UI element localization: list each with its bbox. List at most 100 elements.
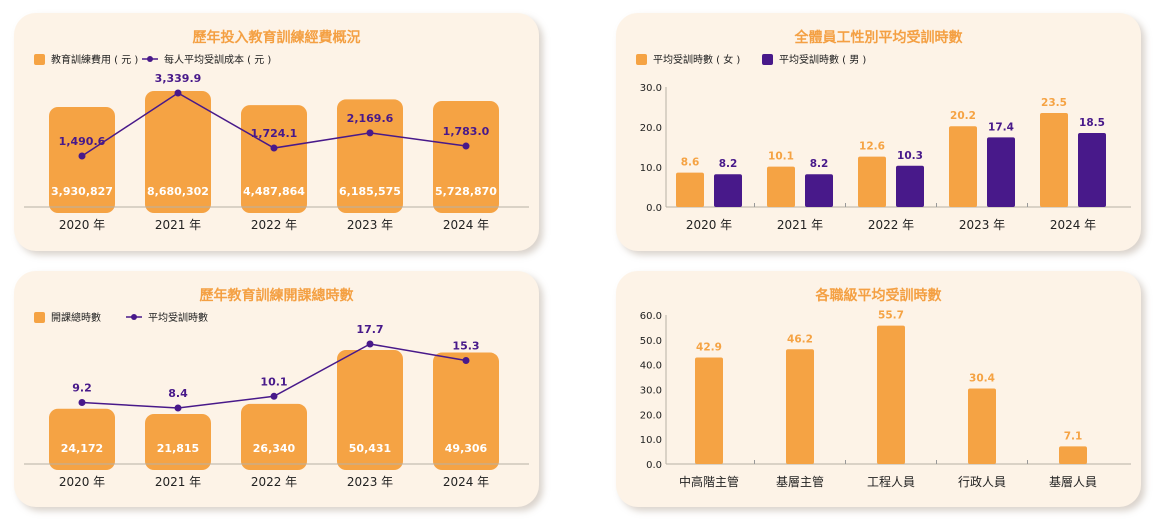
line-value-label: 2,169.6	[347, 112, 394, 125]
chart-card-training-budget: 歷年投入教育訓練經費概況 教育訓練費用 ( 元 ) 每人平均受訓成本 ( 元 ) 3…	[14, 13, 539, 251]
bar	[714, 174, 742, 207]
bar-value-label: 55.7	[878, 310, 904, 322]
chart-gender-hours: 平均受訓時數 ( 女 ) 平均受訓時數 ( 男 ) 0.0 10.0 20.0 30.0 8…	[636, 53, 1131, 232]
bar	[949, 126, 977, 207]
legend-bar-swatch	[34, 312, 45, 323]
bar-value-label: 4,487,864	[243, 185, 305, 198]
bar-value-label: 17.4	[988, 121, 1014, 133]
bar-value-label: 42.9	[696, 341, 722, 353]
bar	[695, 357, 723, 464]
bar	[786, 349, 814, 464]
y-tick-label: 60.0	[640, 311, 662, 322]
line-point	[78, 152, 86, 160]
bar-value-label: 30.4	[969, 373, 995, 385]
y-tick-label: 40.0	[640, 361, 662, 372]
legend-line-marker	[147, 56, 153, 62]
bar	[49, 107, 115, 213]
y-tick-label: 10.0	[640, 435, 662, 446]
line-value-label: 9.2	[72, 381, 92, 394]
line-value-label: 10.1	[260, 375, 287, 388]
chart-card-rank-hours: 各職級平均受訓時數 0.0 10.0 20.0 30.0 40.0 50.0 60.0 42.…	[616, 271, 1141, 507]
line-point	[270, 144, 278, 152]
x-tick-label: 行政人員	[958, 475, 1006, 489]
x-tick-label: 中高階主管	[679, 474, 739, 489]
chart-course-hours: 開課總時數 平均受訓時數 24,172 2020 年 21,815 2021 年 26,34…	[24, 311, 529, 489]
bar	[241, 105, 307, 213]
legend-bar-label: 教育訓練費用 ( 元 )	[51, 53, 138, 66]
bar-value-label: 3,930,827	[51, 185, 113, 198]
bar	[337, 99, 403, 213]
line-point	[174, 404, 182, 412]
line-point	[174, 89, 182, 97]
x-tick-label: 2024 年	[443, 475, 489, 489]
bar-value-label: 21,815	[157, 442, 199, 455]
legend-bar-swatch	[34, 54, 45, 65]
bar	[145, 91, 211, 213]
x-tick-label: 2023 年	[347, 475, 393, 489]
bar-value-label: 26,340	[253, 442, 296, 455]
x-tick-label: 2022 年	[251, 475, 297, 489]
x-tick-label: 2022 年	[251, 218, 297, 232]
x-tick-label: 2021 年	[777, 218, 823, 232]
bar	[858, 156, 886, 207]
line-point	[78, 398, 86, 406]
y-tick-label: 0.0	[646, 460, 662, 471]
chart-card-course-hours: 歷年教育訓練開課總時數 開課總時數 平均受訓時數 24,172 2020 年 21,81…	[14, 271, 539, 507]
x-tick-label: 2020 年	[59, 475, 105, 489]
bar-value-label: 8,680,302	[147, 185, 209, 198]
bar	[337, 350, 403, 470]
chart-title: 歷年投入教育訓練經費概況	[192, 30, 361, 46]
line-point	[366, 129, 374, 137]
bar	[896, 165, 924, 207]
bar	[49, 408, 115, 470]
line-point	[462, 142, 470, 150]
legend-female-swatch	[636, 54, 647, 65]
line-value-label: 1,783.0	[443, 125, 490, 138]
x-tick-label: 2021 年	[155, 475, 201, 489]
x-tick-label: 2024 年	[443, 218, 489, 232]
bar-value-label: 18.5	[1079, 117, 1105, 129]
chart-training-budget: 教育訓練費用 ( 元 ) 每人平均受訓成本 ( 元 ) 3,930,827 2020 …	[24, 53, 529, 232]
y-tick-label: 30.0	[640, 386, 662, 397]
bar-value-label: 23.5	[1041, 97, 1067, 109]
bar-value-label: 10.3	[897, 150, 923, 162]
line-value-label: 8.4	[168, 387, 188, 400]
line-point	[366, 340, 374, 348]
line-value-label: 3,339.9	[155, 72, 202, 85]
y-tick-label: 10.0	[640, 163, 662, 174]
y-tick-label: 50.0	[640, 336, 662, 347]
chart-card-gender-hours: 全體員工性別平均受訓時數 平均受訓時數 ( 女 ) 平均受訓時數 ( 男 ) 0.0…	[616, 13, 1141, 251]
legend-line-label: 平均受訓時數	[148, 311, 208, 324]
bar	[676, 172, 704, 207]
chart-title: 全體員工性別平均受訓時數	[794, 30, 963, 46]
bar	[877, 325, 905, 464]
bar-value-label: 8.2	[810, 158, 829, 170]
bar-value-label: 10.1	[768, 151, 794, 163]
bar	[767, 166, 795, 207]
line-value-label: 1,724.1	[251, 127, 298, 140]
bar	[433, 352, 499, 470]
legend-male-swatch	[762, 54, 773, 65]
bar-value-label: 6,185,575	[339, 185, 401, 198]
x-tick-label: 2023 年	[347, 218, 393, 232]
bar-value-label: 5,728,870	[435, 185, 497, 198]
y-tick-label: 20.0	[640, 410, 662, 421]
bar-value-label: 8.6	[681, 157, 700, 169]
y-tick-label: 20.0	[640, 123, 662, 134]
line-point	[270, 392, 278, 400]
line-value-label: 17.7	[356, 323, 383, 336]
bar	[145, 414, 211, 470]
bar	[1078, 133, 1106, 207]
bar-value-label: 12.6	[859, 141, 885, 153]
bar-value-label: 46.2	[787, 333, 813, 345]
legend-female-label: 平均受訓時數 ( 女 )	[653, 53, 740, 66]
bar-value-label: 24,172	[61, 442, 103, 455]
chart-title: 歷年教育訓練開課總時數	[199, 288, 354, 304]
legend-bar-label: 開課總時數	[51, 311, 101, 324]
bar-value-label: 8.2	[719, 158, 738, 170]
bar	[1040, 113, 1068, 207]
x-tick-label: 2020 年	[686, 218, 732, 232]
bar	[968, 388, 996, 464]
x-tick-label: 2023 年	[959, 218, 1005, 232]
legend-male-label: 平均受訓時數 ( 男 )	[779, 53, 866, 66]
